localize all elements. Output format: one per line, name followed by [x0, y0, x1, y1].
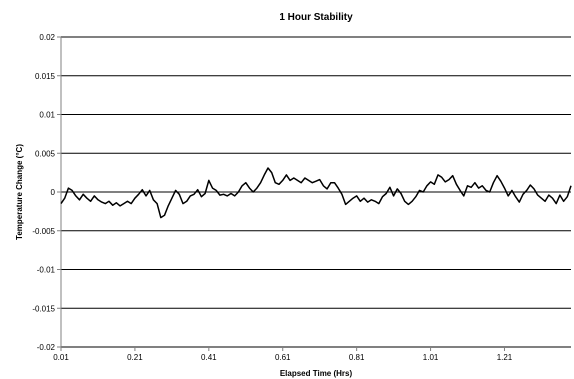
y-tick-label: 0.005: [35, 149, 56, 158]
x-tick-label: 0.61: [275, 353, 291, 362]
x-tick-label: 0.41: [201, 353, 217, 362]
x-tick-label: 1.21: [497, 353, 513, 362]
x-tick-label: 0.01: [53, 353, 69, 362]
x-tick-labels: 0.01 0.21 0.41 0.61 0.81 1.01 1.21: [53, 353, 513, 362]
x-tick-label: 0.21: [127, 353, 143, 362]
y-tick-labels: 0.02 0.015 0.01 0.005 0 -0.005 -0.01 -0.015 -0.0…: [32, 33, 55, 352]
x-tick-label: 0.81: [349, 353, 365, 362]
y-tick-label: 0.02: [39, 33, 55, 42]
x-tick-label: 1.01: [423, 353, 439, 362]
y-tick-label: -0.02: [37, 343, 56, 352]
x-axis-title: Elapsed Time (Hrs): [280, 369, 353, 378]
y-tick-label: -0.005: [32, 227, 55, 236]
chart-title: 1 Hour Stability: [279, 12, 353, 23]
axes: [57, 36, 505, 351]
y-tick-label: 0.01: [39, 111, 55, 120]
y-axis-title: Temperature Change (°C): [15, 144, 24, 240]
gridlines: [61, 36, 571, 348]
y-tick-label: 0.015: [35, 72, 56, 81]
series-line: [60, 167, 572, 219]
y-tick-label: -0.015: [32, 304, 55, 313]
y-tick-label: 0: [51, 188, 56, 197]
y-tick-label: -0.01: [37, 266, 56, 275]
